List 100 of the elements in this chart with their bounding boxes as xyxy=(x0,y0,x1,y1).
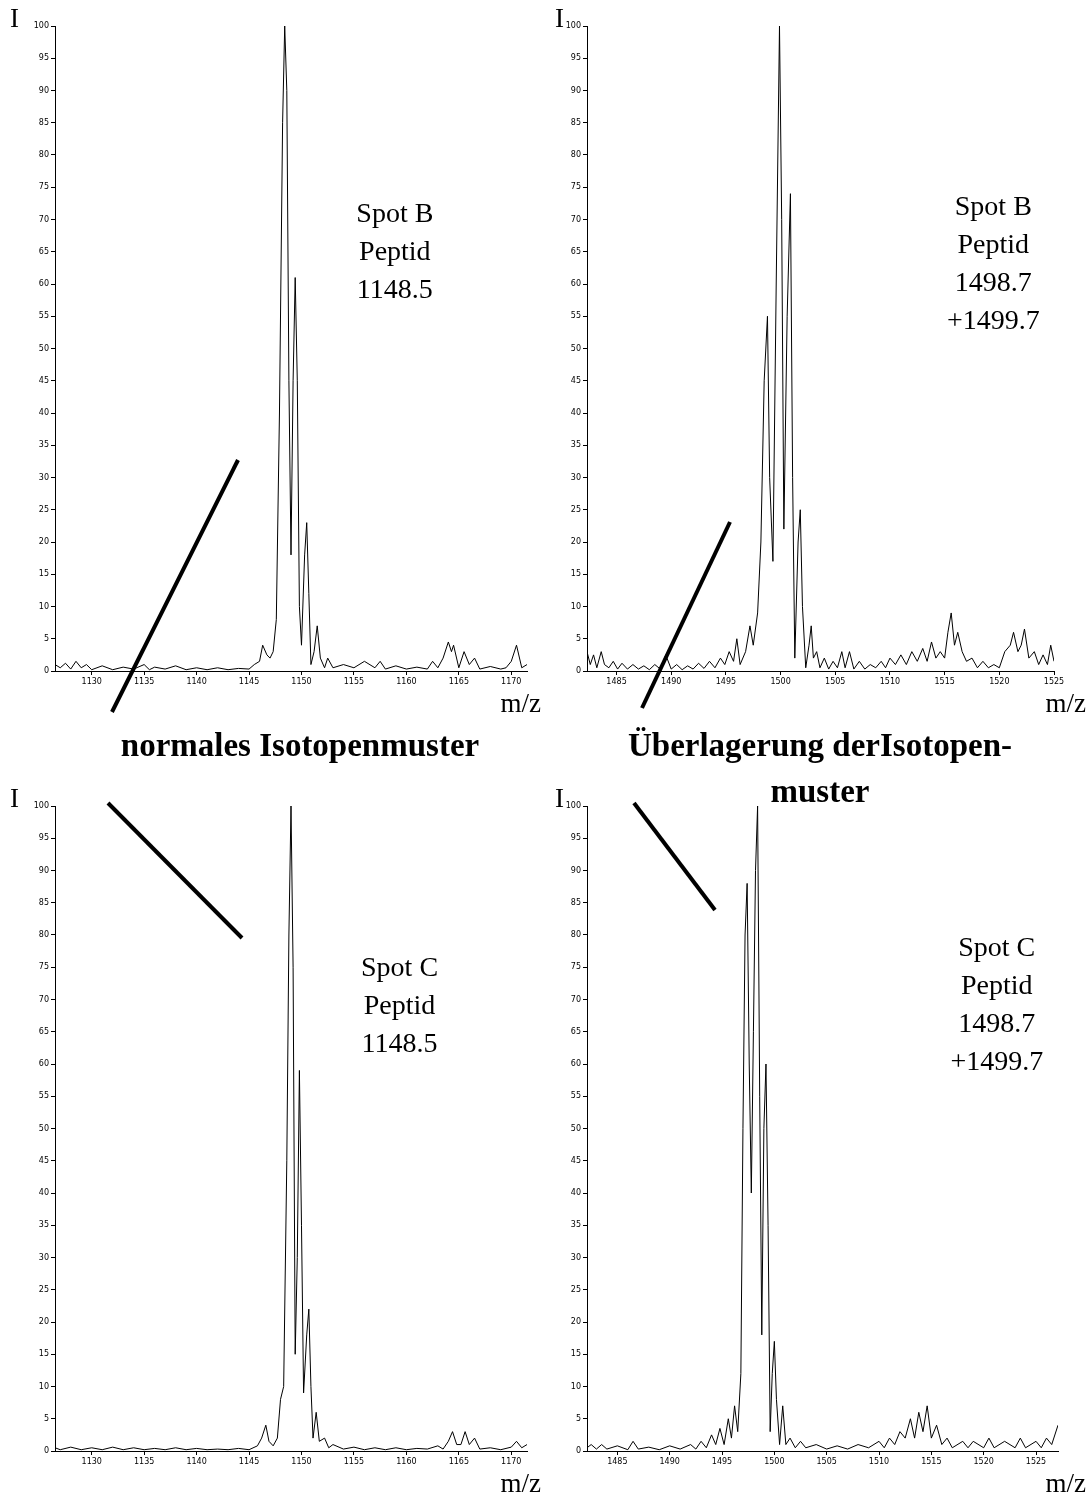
y-tick-label: 75 xyxy=(38,962,49,972)
y-tick-label: 30 xyxy=(570,1252,581,1262)
y-tick-label: 10 xyxy=(570,1381,581,1391)
x-axis-title: m/z xyxy=(1045,1467,1086,1498)
y-axis-title: I xyxy=(555,782,564,813)
x-tick-label: 1135 xyxy=(133,676,155,686)
x-tick-label: 1520 xyxy=(989,676,1010,686)
y-tick-label: 40 xyxy=(570,408,581,418)
y-tick-label: 35 xyxy=(570,440,581,450)
y-tick-label: 25 xyxy=(570,1284,581,1294)
y-tick-label: 10 xyxy=(38,1381,49,1391)
x-tick-label: 1510 xyxy=(868,1456,890,1466)
y-tick-label: 50 xyxy=(38,343,49,353)
y-tick-label: 5 xyxy=(575,633,581,643)
x-tick-label: 1145 xyxy=(238,676,260,686)
x-tick-label: 1510 xyxy=(879,676,901,686)
x-tick-label: 1520 xyxy=(973,1456,994,1466)
x-axis-title: m/z xyxy=(1045,687,1086,718)
y-tick-label: 20 xyxy=(570,1317,581,1327)
y-tick-label: 5 xyxy=(575,1413,581,1423)
x-tick-label: 1495 xyxy=(715,676,737,686)
y-tick-label: 45 xyxy=(38,375,49,385)
y-tick-label: 85 xyxy=(570,897,581,907)
x-tick-label: 1130 xyxy=(81,1456,102,1466)
y-tick-label: 20 xyxy=(570,537,581,547)
y-tick-label: 50 xyxy=(38,1123,49,1133)
x-tick-label: 1160 xyxy=(396,676,417,686)
x-tick-label: 1505 xyxy=(825,676,846,686)
y-tick-label: 90 xyxy=(38,865,49,875)
y-tick-label: 85 xyxy=(570,117,581,127)
y-tick-label: 0 xyxy=(575,666,581,676)
y-tick-label: 45 xyxy=(570,375,581,385)
x-tick-label: 1525 xyxy=(1025,1456,1047,1466)
y-tick-label: 65 xyxy=(38,246,49,256)
y-tick-label: 0 xyxy=(575,1446,581,1456)
y-tick-label: 0 xyxy=(43,666,49,676)
y-tick-label: 65 xyxy=(570,1026,581,1036)
y-tick-label: 35 xyxy=(38,440,49,450)
y-tick-label: 50 xyxy=(570,1123,581,1133)
x-tick-label: 1170 xyxy=(501,1456,522,1466)
y-tick-label: 80 xyxy=(38,150,49,160)
y-tick-label: 60 xyxy=(570,279,581,289)
y-tick-label: 70 xyxy=(38,214,49,224)
x-tick-label: 1130 xyxy=(81,676,102,686)
x-tick-label: 1525 xyxy=(1043,676,1065,686)
y-tick-label: 25 xyxy=(38,504,49,514)
x-tick-label: 1490 xyxy=(661,676,682,686)
y-tick-label: 100 xyxy=(33,801,49,811)
y-tick-label: 45 xyxy=(570,1155,581,1165)
y-tick-label: 30 xyxy=(570,472,581,482)
y-tick-label: 95 xyxy=(570,833,581,843)
x-tick-label: 1150 xyxy=(291,1456,312,1466)
y-tick-label: 5 xyxy=(43,1413,49,1423)
x-tick-label: 1490 xyxy=(659,1456,680,1466)
x-axis-title: m/z xyxy=(500,687,541,718)
y-tick-label: 95 xyxy=(38,833,49,843)
y-tick-label: 55 xyxy=(570,1091,581,1101)
x-tick-label: 1150 xyxy=(291,676,312,686)
y-tick-label: 40 xyxy=(38,1188,49,1198)
y-axis-title: I xyxy=(10,2,19,33)
y-tick-label: 45 xyxy=(38,1155,49,1165)
x-axis-title: m/z xyxy=(500,1467,541,1498)
x-tick-label: 1145 xyxy=(238,1456,260,1466)
x-tick-label: 1505 xyxy=(816,1456,837,1466)
y-tick-label: 65 xyxy=(570,246,581,256)
x-tick-label: 1500 xyxy=(770,676,791,686)
y-tick-label: 15 xyxy=(38,1349,49,1359)
y-tick-label: 75 xyxy=(570,182,581,192)
y-tick-label: 85 xyxy=(38,897,49,907)
x-tick-label: 1140 xyxy=(186,1456,207,1466)
y-tick-label: 10 xyxy=(38,601,49,611)
y-tick-label: 70 xyxy=(570,214,581,224)
y-tick-label: 55 xyxy=(38,311,49,321)
y-tick-label: 80 xyxy=(38,930,49,940)
y-tick-label: 80 xyxy=(570,930,581,940)
y-tick-label: 90 xyxy=(38,85,49,95)
y-tick-label: 60 xyxy=(38,279,49,289)
annotation: Überlagerung derIsotopen-muster xyxy=(626,726,1014,811)
x-tick-label: 1485 xyxy=(606,676,627,686)
y-tick-label: 15 xyxy=(38,569,49,579)
y-tick-label: 70 xyxy=(570,994,581,1004)
x-tick-label: 1495 xyxy=(711,1456,733,1466)
y-tick-label: 25 xyxy=(570,504,581,514)
y-tick-label: 75 xyxy=(38,182,49,192)
y-tick-label: 90 xyxy=(570,85,581,95)
x-tick-label: 1155 xyxy=(343,676,365,686)
y-tick-label: 80 xyxy=(570,150,581,160)
y-tick-label: 65 xyxy=(38,1026,49,1036)
x-tick-label: 1165 xyxy=(448,1456,469,1466)
x-tick-label: 1170 xyxy=(501,676,522,686)
x-tick-label: 1485 xyxy=(607,1456,628,1466)
y-tick-label: 95 xyxy=(570,53,581,63)
x-tick-label: 1140 xyxy=(186,676,207,686)
y-tick-label: 75 xyxy=(570,962,581,972)
y-tick-label: 60 xyxy=(38,1059,49,1069)
y-axis-title: I xyxy=(555,2,564,33)
y-axis-title: I xyxy=(10,782,19,813)
annotation: Spot B Peptid 1148.5 xyxy=(356,196,434,304)
y-tick-label: 30 xyxy=(38,472,49,482)
y-tick-label: 95 xyxy=(38,53,49,63)
